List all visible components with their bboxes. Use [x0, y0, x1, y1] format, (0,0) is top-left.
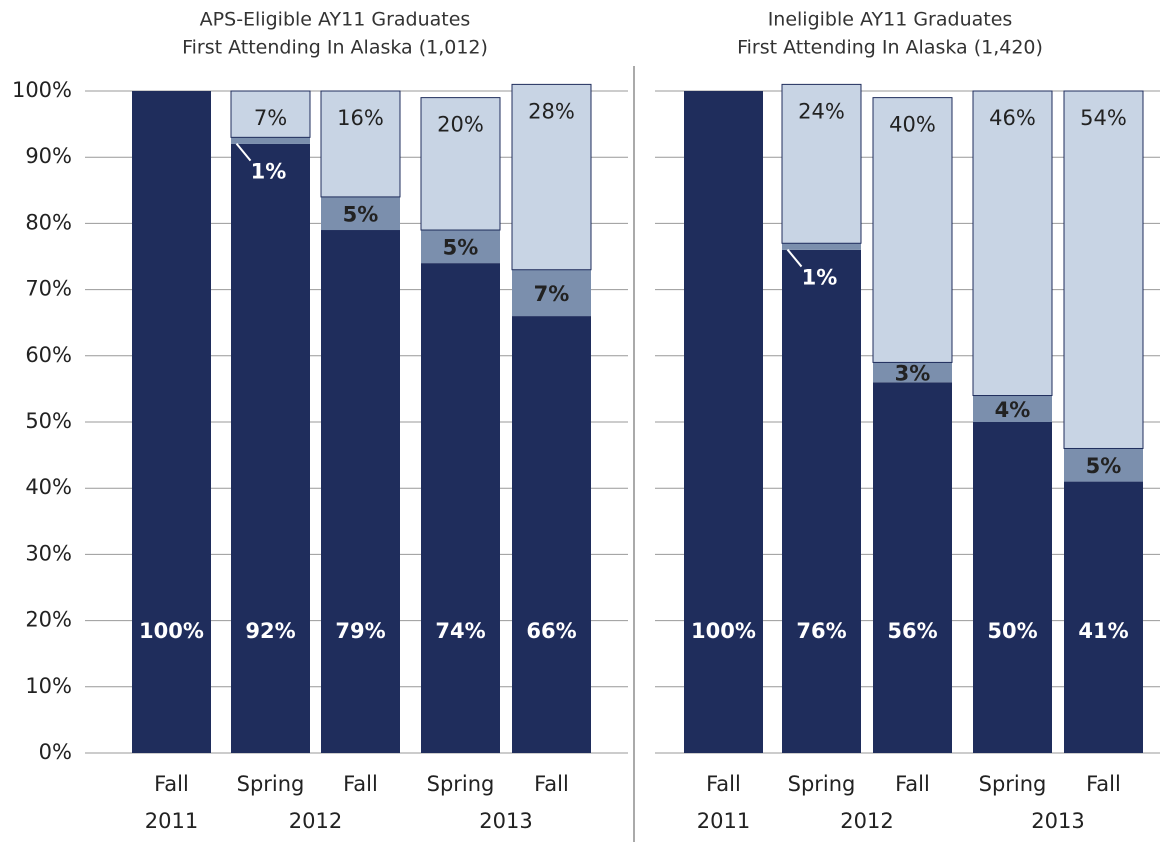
x-tick-label: Spring	[788, 772, 856, 796]
bar-segment	[231, 143, 310, 753]
value-label: 56%	[887, 619, 937, 643]
y-tick-label: 20%	[25, 608, 72, 632]
bar-segment	[1063, 90, 1144, 449]
bar-segment	[873, 362, 952, 383]
bar-segment	[231, 137, 310, 144]
value-label: 46%	[989, 106, 1036, 130]
value-label: 74%	[435, 619, 485, 643]
bar-segment	[421, 230, 500, 264]
y-tick-label: 40%	[25, 475, 72, 499]
value-label: 66%	[526, 619, 576, 643]
value-label: 100%	[691, 619, 756, 643]
bar-segment	[873, 382, 952, 753]
y-tick-label: 90%	[25, 144, 72, 168]
bar-segment	[973, 395, 1052, 422]
value-label: 54%	[1080, 106, 1127, 130]
y-tick-label: 30%	[25, 541, 72, 565]
value-label: 28%	[528, 99, 575, 123]
x-tick-label: Fall	[343, 772, 378, 796]
bar-segment	[872, 97, 953, 363]
y-tick-label: 60%	[25, 343, 72, 367]
chart-title: First Attending In Alaska (1,420)	[737, 37, 1043, 59]
y-tick-label: 10%	[25, 674, 72, 698]
x-group-label: 2013	[479, 809, 532, 833]
value-label: 79%	[335, 619, 385, 643]
bar-segment	[972, 90, 1053, 397]
bar-segment	[321, 196, 400, 231]
value-label: 92%	[245, 619, 295, 643]
bar-segment	[132, 91, 211, 753]
value-label: 5%	[443, 236, 479, 260]
value-label: 1%	[802, 266, 838, 290]
value-label: 5%	[343, 202, 379, 226]
bar-segment	[420, 97, 501, 231]
bar-segment	[230, 90, 311, 138]
x-tick-label: Spring	[427, 772, 495, 796]
value-label: 76%	[796, 619, 846, 643]
x-tick-label: Spring	[979, 772, 1047, 796]
value-label: 24%	[798, 99, 845, 123]
bar-segment	[421, 263, 500, 753]
x-tick-label: Fall	[1086, 772, 1121, 796]
leader-line	[235, 143, 252, 162]
x-tick-label: Fall	[895, 772, 930, 796]
value-label: 40%	[889, 113, 936, 137]
value-label: 100%	[139, 619, 204, 643]
chart-title: APS-Eligible AY11 Graduates	[200, 9, 471, 31]
value-label: 50%	[987, 619, 1037, 643]
bar-segment	[511, 83, 592, 271]
value-label: 16%	[337, 106, 384, 130]
bar-segment	[782, 243, 861, 250]
x-group-label: 2012	[840, 809, 893, 833]
x-tick-label: Fall	[154, 772, 189, 796]
x-tick-label: Fall	[706, 772, 741, 796]
x-group-label: 2011	[145, 809, 198, 833]
value-label: 4%	[995, 398, 1031, 422]
y-tick-label: 0%	[39, 740, 72, 764]
x-group-label: 2011	[697, 809, 750, 833]
y-tick-label: 50%	[25, 409, 72, 433]
x-tick-label: Fall	[534, 772, 569, 796]
bar-segment	[320, 90, 401, 198]
y-tick-label: 70%	[25, 277, 72, 301]
value-label: 7%	[534, 282, 570, 306]
bar-segment	[321, 230, 400, 753]
value-label: 7%	[254, 106, 287, 130]
bar-segment	[781, 83, 862, 244]
bar-segment	[782, 249, 861, 753]
leader-line	[786, 248, 803, 268]
y-tick-label: 100%	[12, 78, 72, 102]
bar-segment	[512, 316, 591, 753]
bar-segment	[973, 422, 1052, 753]
bar-segment	[1064, 481, 1143, 753]
bar-segment	[1064, 448, 1143, 482]
chart-title: Ineligible AY11 Graduates	[768, 9, 1013, 31]
x-group-label: 2013	[1031, 809, 1084, 833]
value-label: 41%	[1078, 619, 1128, 643]
x-tick-label: Spring	[237, 772, 305, 796]
value-label: 5%	[1086, 454, 1122, 478]
x-group-label: 2012	[289, 809, 342, 833]
value-label: 20%	[437, 113, 484, 137]
value-label: 3%	[895, 361, 931, 385]
chart-title: First Attending In Alaska (1,012)	[182, 37, 488, 59]
bar-segment	[512, 269, 591, 317]
bar-segment	[684, 91, 763, 753]
value-label: 1%	[251, 160, 287, 184]
y-tick-label: 80%	[25, 210, 72, 234]
